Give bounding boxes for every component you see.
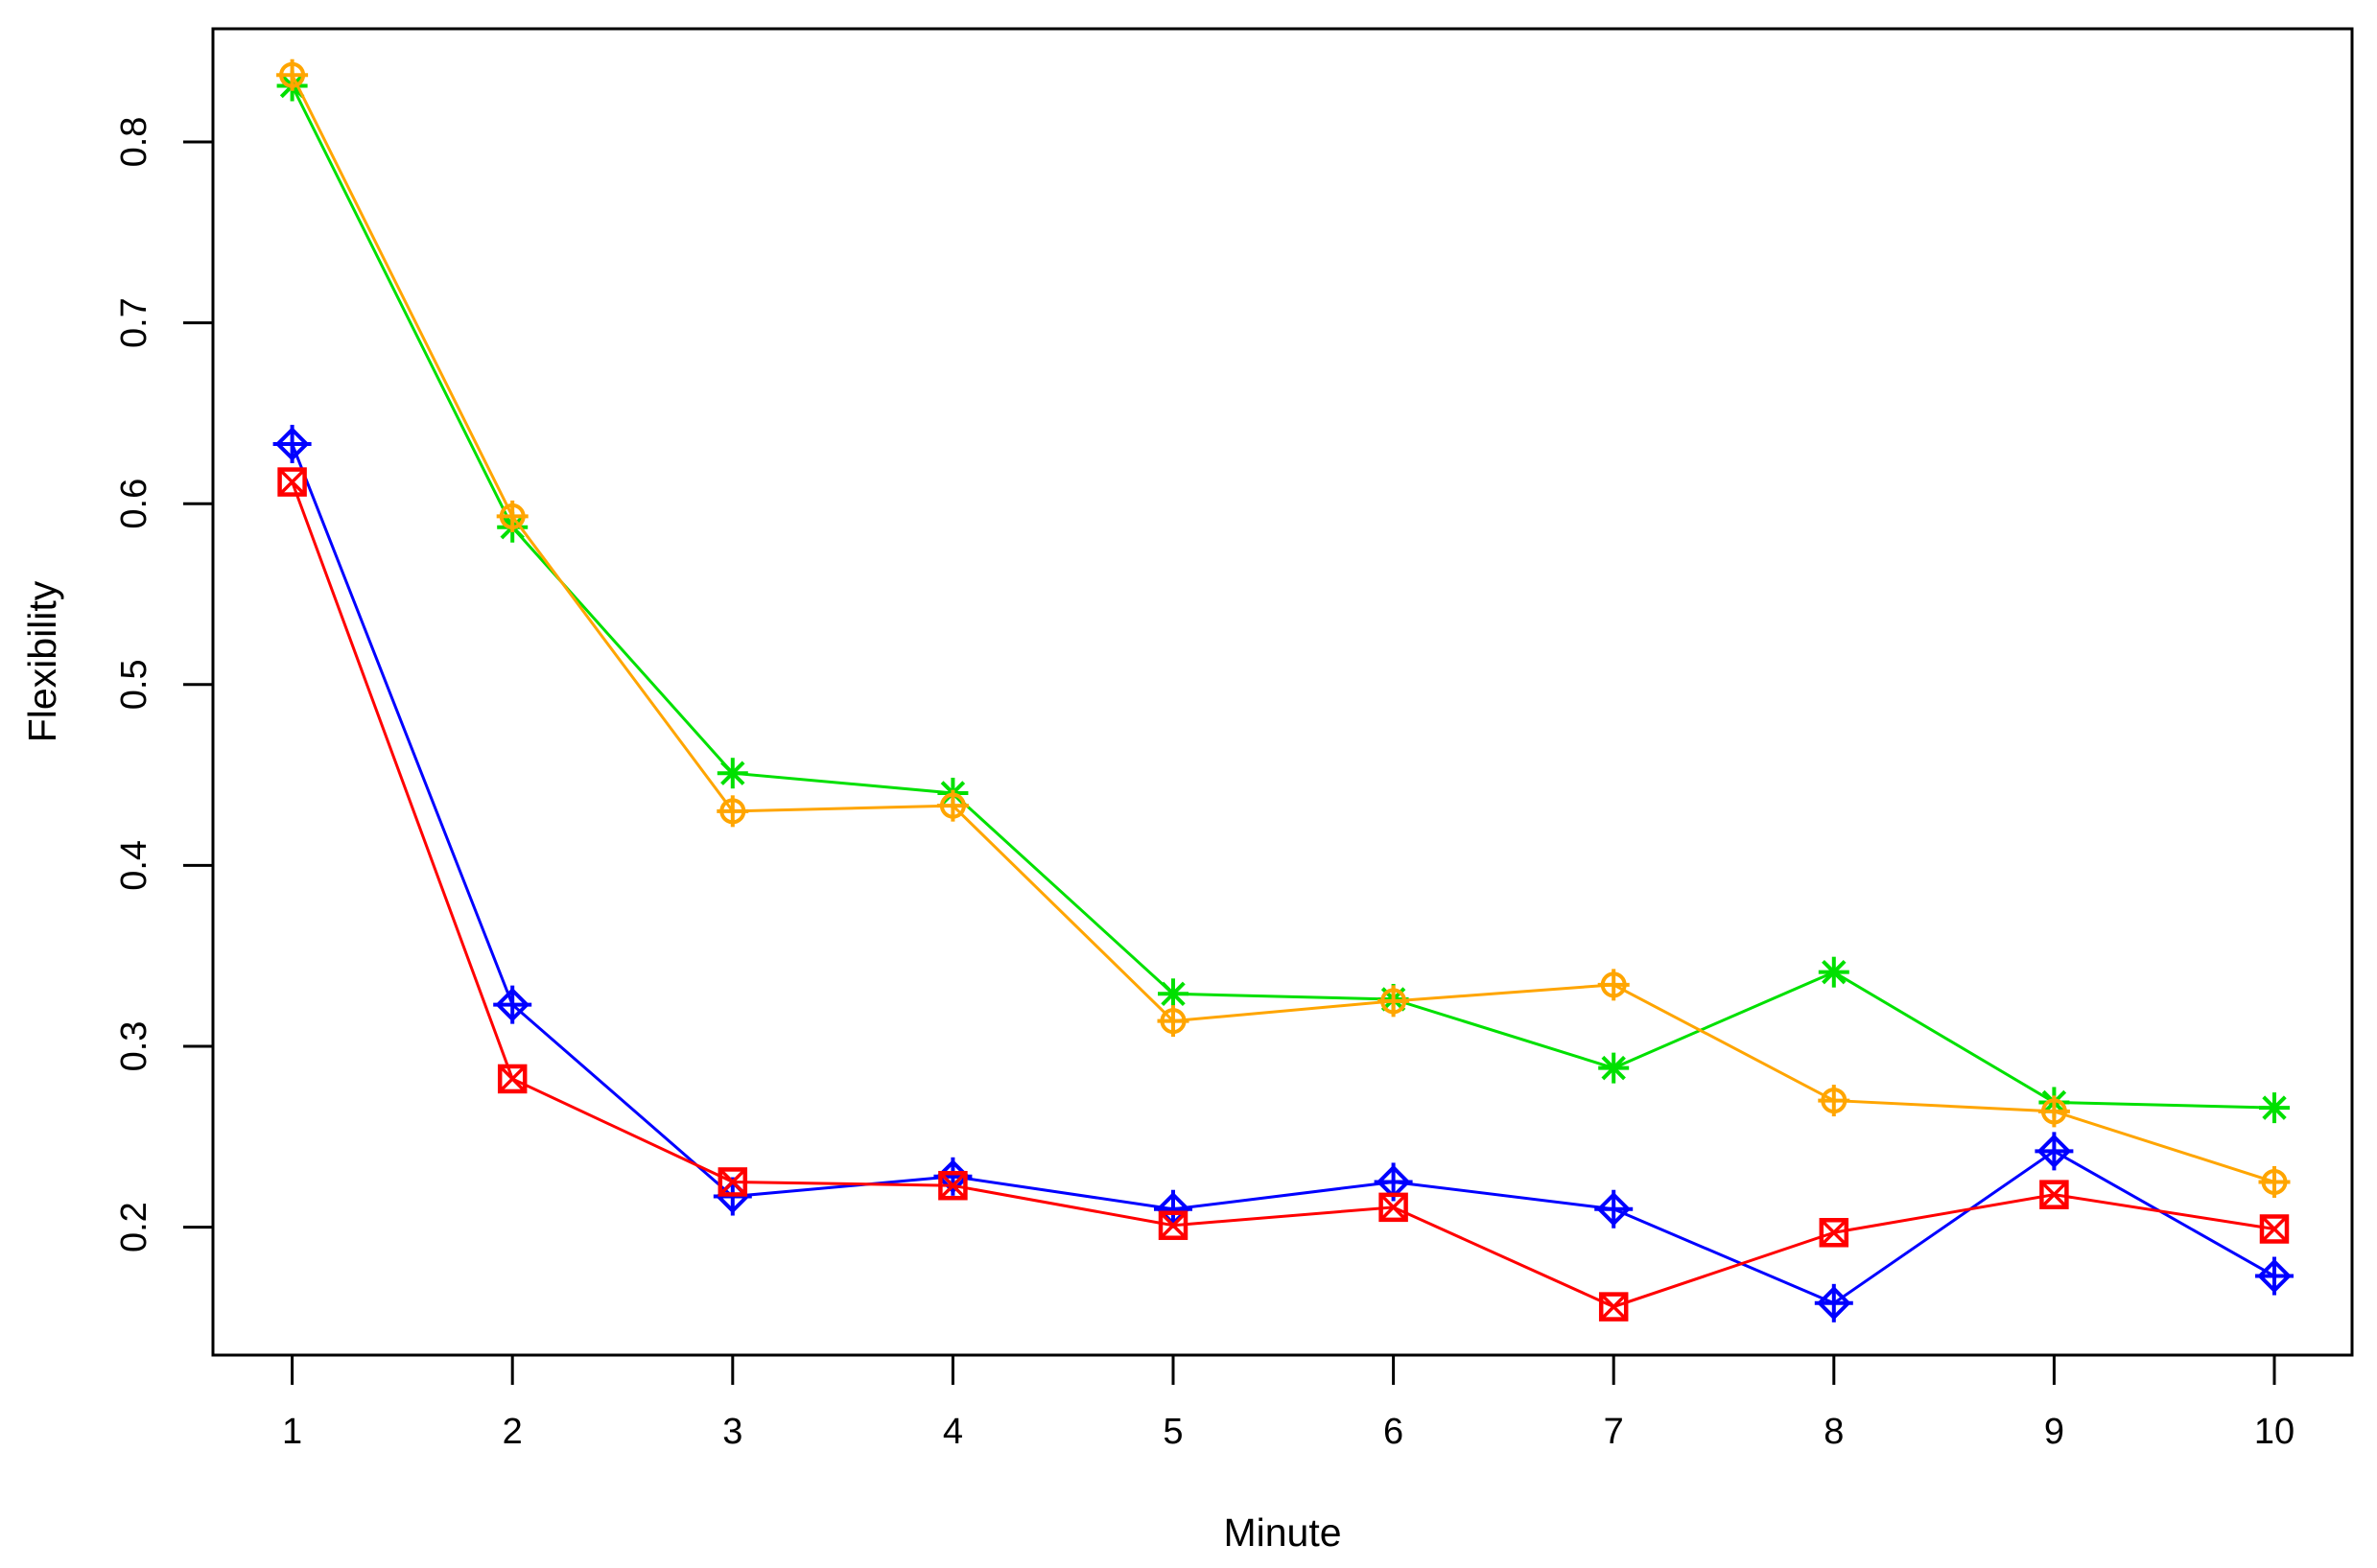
x-axis-tick-label: 2 (503, 1412, 523, 1452)
diamond-plus-marker (493, 985, 532, 1024)
square-x-marker (277, 467, 307, 497)
square-x-marker (718, 1167, 748, 1197)
diamond-plus-marker (1814, 1283, 1853, 1322)
square-x-marker (1158, 1210, 1188, 1240)
circle-plus-marker (1157, 1005, 1189, 1038)
circle-plus-marker (496, 500, 529, 532)
axis-ticks-layer: 1 2 3 4 5 6 7 8 9 10 0.2 0.3 0.4 0.5 0.6 0.7 0.8 (114, 117, 2295, 1452)
diamond-plus-marker (272, 424, 312, 463)
square-x-marker (2259, 1214, 2290, 1244)
square-x-marker (1378, 1192, 1408, 1223)
circle-plus-marker (1377, 985, 1410, 1018)
series-line-orange-circle-plus (291, 74, 2275, 1183)
square-x-marker (938, 1170, 968, 1201)
series-line-red-square-x (291, 481, 2275, 1309)
circle-plus-marker (1818, 1085, 1850, 1117)
circle-plus-marker (1597, 969, 1630, 1001)
x-axis-tick-label: 5 (1163, 1412, 1183, 1452)
circle-plus-marker (717, 795, 749, 828)
x-axis-tick-label: 6 (1383, 1412, 1403, 1452)
y-axis-tick-label: 0.8 (114, 117, 154, 168)
x-axis-tick-label: 8 (1824, 1412, 1844, 1452)
series-red-square-x (277, 467, 2290, 1322)
asterisk-marker (1158, 978, 1188, 1010)
asterisk-marker (1818, 956, 1849, 988)
x-axis-tick-label: 3 (722, 1412, 742, 1452)
y-axis-tick-label: 0.5 (114, 659, 154, 710)
circle-plus-marker (936, 789, 969, 822)
y-axis-tick-label: 0.7 (114, 297, 154, 348)
asterisk-marker (2259, 1092, 2290, 1124)
x-axis-tick-label: 4 (943, 1412, 963, 1452)
circle-plus-marker (2258, 1165, 2291, 1198)
series-line-green-asterisk (291, 84, 2275, 1110)
series-blue-diamond-plus (272, 424, 2294, 1322)
x-axis-tick-label: 7 (1604, 1412, 1624, 1452)
y-axis-title: Flexibility (20, 580, 64, 742)
circle-plus-marker (276, 59, 309, 91)
diamond-plus-marker (2035, 1132, 2074, 1171)
circle-plus-marker (2037, 1095, 2070, 1128)
square-x-marker (1598, 1292, 1629, 1322)
x-axis-tick-label: 1 (282, 1412, 302, 1452)
x-axis-title: Minute (1223, 1510, 1341, 1555)
asterisk-marker (717, 758, 748, 789)
diamond-plus-marker (2255, 1256, 2294, 1296)
x-axis-tick-label: 10 (2254, 1412, 2295, 1452)
plot-box (211, 27, 2354, 1357)
series-layer (272, 59, 2294, 1322)
series-orange-circle-plus (276, 59, 2291, 1198)
square-x-marker (2039, 1180, 2069, 1209)
y-axis-tick-label: 0.2 (114, 1202, 154, 1252)
asterisk-marker (1598, 1052, 1630, 1084)
x-axis-tick-label: 9 (2044, 1412, 2064, 1452)
y-axis-tick-label: 0.4 (114, 840, 154, 891)
series-green-asterisk (276, 70, 2290, 1124)
y-axis-tick-label: 0.6 (114, 479, 154, 529)
series-line-blue-diamond-plus (291, 443, 2275, 1305)
y-axis-tick-label: 0.3 (114, 1021, 154, 1072)
diamond-plus-marker (1594, 1189, 1634, 1229)
square-x-marker (497, 1064, 528, 1094)
square-x-marker (1819, 1218, 1849, 1248)
